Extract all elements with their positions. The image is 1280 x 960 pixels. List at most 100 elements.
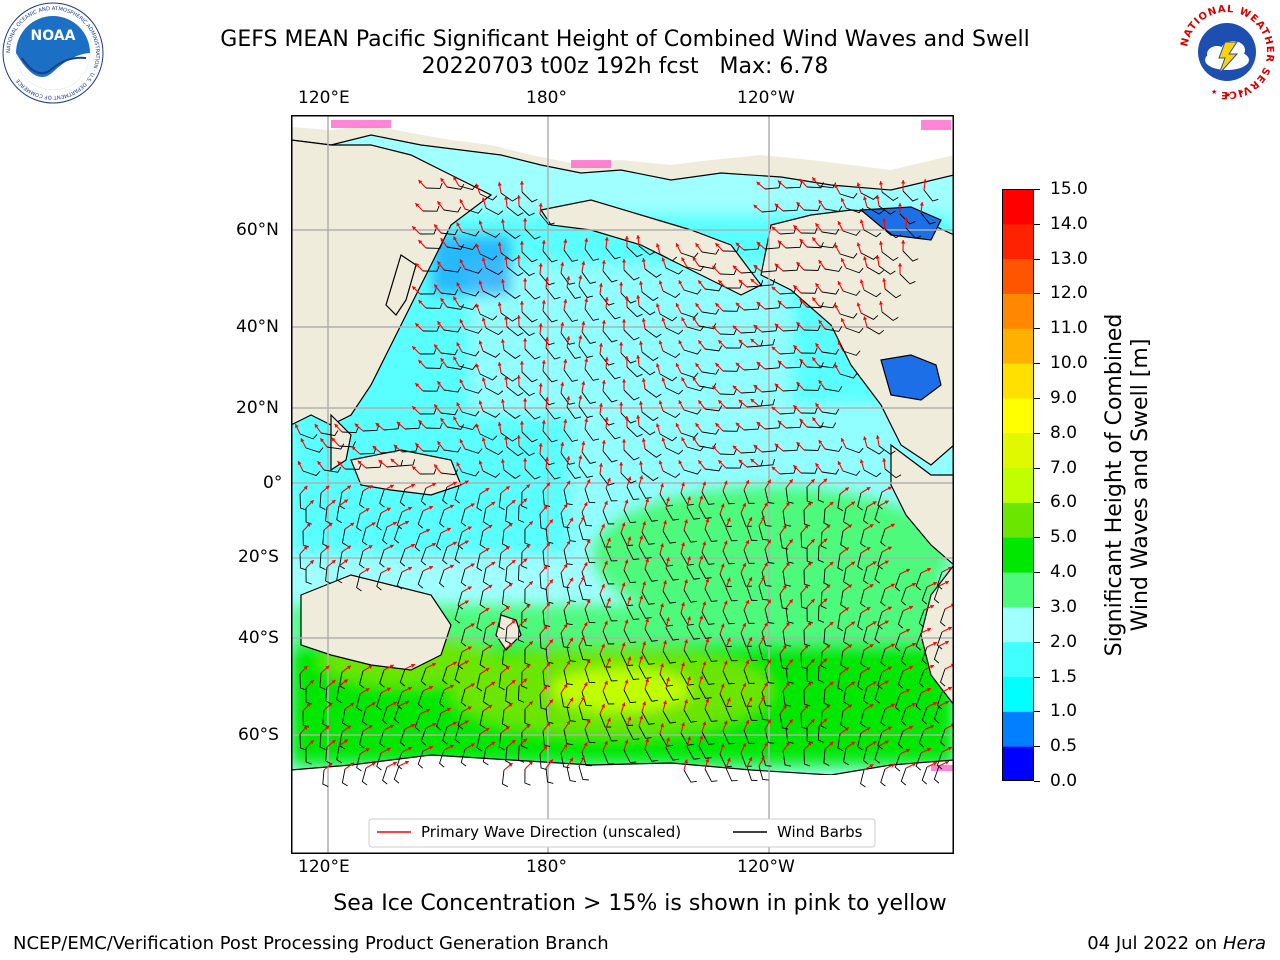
wave-direction-arrowhead: [368, 725, 373, 729]
wind-barb: [785, 241, 803, 249]
wind-barb: [518, 505, 525, 523]
wind-barb: [521, 551, 528, 569]
wave-direction-arrowhead: [760, 576, 765, 581]
wave-direction-arrowhead: [726, 577, 731, 582]
wind-barb: [719, 448, 737, 455]
wind-barb: [860, 252, 879, 260]
wave-direction-arrowhead: [884, 740, 889, 745]
wave-direction-arrowhead: [560, 322, 565, 326]
wind-barb: [800, 227, 818, 234]
wind-barb: [581, 511, 593, 527]
wave-direction-arrowhead: [619, 402, 624, 406]
wind-barb: [539, 753, 547, 771]
colorbar-tick-label: 7.0: [1050, 457, 1078, 478]
wave-direction-arrowhead: [497, 362, 502, 366]
wave-direction-arrowhead: [661, 257, 666, 262]
wave-direction-arrowhead: [851, 621, 856, 626]
wind-barb: [683, 649, 697, 663]
wave-direction-arrowhead: [639, 475, 644, 480]
wind-barb: [626, 726, 640, 740]
wind-barb: [743, 609, 755, 624]
wind-barb: [785, 421, 803, 429]
wind-barb: [362, 424, 380, 432]
wave-direction-arrowhead: [407, 686, 412, 691]
wave-direction-arrowhead: [684, 639, 689, 644]
wave-direction-arrowhead: [905, 748, 910, 753]
colorbar-tick-label: 3.0: [1050, 596, 1078, 617]
wave-direction-arrowhead: [523, 338, 528, 342]
wind-barb: [524, 408, 541, 420]
wind-barb: [379, 549, 385, 568]
wind-barb: [704, 588, 718, 602]
wind-barb: [866, 326, 885, 335]
wind-barb: [399, 548, 406, 567]
wave-direction-arrowhead: [837, 281, 842, 286]
wind-barb: [725, 647, 738, 662]
wave-direction-arrowhead: [404, 760, 409, 765]
wind-barb: [476, 613, 483, 632]
wave-direction-arrowhead: [601, 703, 605, 708]
wind-barb: [665, 507, 679, 521]
wind-barb: [701, 551, 715, 565]
wind-barb: [665, 327, 684, 335]
wave-direction-arrowhead: [580, 636, 585, 641]
wave-direction-arrowhead: [497, 242, 502, 246]
wave-direction-arrowhead: [627, 656, 632, 661]
wind-barb: [505, 626, 512, 645]
wind-barb: [326, 443, 345, 450]
colorbar-tick-label: 11.0: [1050, 318, 1088, 339]
wind-barb: [602, 630, 615, 645]
wind-barb: [902, 190, 919, 202]
wave-direction-arrowhead: [578, 455, 583, 459]
wave-direction-arrowhead: [771, 346, 776, 351]
wave-direction-arrowhead: [560, 442, 565, 446]
wave-direction-arrowhead: [699, 675, 704, 680]
wind-barb: [524, 528, 531, 546]
wind-barb: [878, 265, 896, 275]
colorbar-tick-mark: [1034, 781, 1040, 782]
wave-direction-arrowhead: [678, 340, 683, 345]
wind-barb: [701, 368, 720, 375]
wave-direction-arrowhead: [641, 318, 646, 322]
wind-barb: [820, 591, 827, 609]
wind-barb: [602, 330, 618, 343]
wave-direction-arrowhead: [481, 257, 486, 262]
wave-direction-arrowhead: [662, 640, 667, 645]
wind-barb: [563, 249, 579, 262]
svg-text:★: ★: [1225, 91, 1231, 99]
wave-direction-arrowhead: [641, 258, 646, 262]
wave-direction-arrowhead: [627, 596, 632, 601]
wave-direction-arrowhead: [497, 182, 502, 186]
wave-direction-arrowhead: [475, 423, 480, 428]
wave-direction-arrowhead: [453, 176, 457, 181]
wave-direction-arrowhead: [823, 718, 828, 723]
wave-direction-arrowhead: [844, 727, 849, 732]
wave-direction-arrowhead: [681, 317, 686, 322]
wave-direction-arrowhead: [598, 283, 603, 287]
wind-barb: [823, 688, 830, 706]
wind-barb: [740, 692, 752, 707]
wave-direction-arrowhead: [738, 279, 743, 284]
wave-direction-arrowhead: [774, 383, 779, 388]
wave-direction-arrowhead: [687, 616, 692, 621]
wind-barb: [662, 530, 676, 544]
wind-barb: [446, 363, 465, 370]
wave-direction-arrowhead: [793, 465, 798, 469]
colorbar-tick-label: 5.0: [1050, 527, 1078, 548]
wave-direction-arrowhead: [753, 324, 758, 329]
wind-barb: [605, 727, 618, 742]
wind-barb: [740, 512, 752, 527]
wind-barb: [422, 265, 440, 272]
wave-direction-arrowhead: [505, 486, 510, 491]
wave-direction-arrowhead: [440, 358, 445, 363]
wave-direction-arrowhead: [543, 685, 548, 690]
wind-barb: [644, 748, 658, 762]
wave-direction-arrowhead: [884, 620, 889, 625]
wind-barb: [518, 745, 525, 763]
wind-barb: [524, 288, 541, 300]
wave-direction-arrowhead: [866, 667, 871, 671]
wave-direction-arrowhead: [624, 296, 629, 300]
wave-direction-arrowhead: [528, 761, 533, 766]
wave-direction-arrowhead: [303, 545, 308, 550]
wind-barb: [779, 347, 797, 355]
